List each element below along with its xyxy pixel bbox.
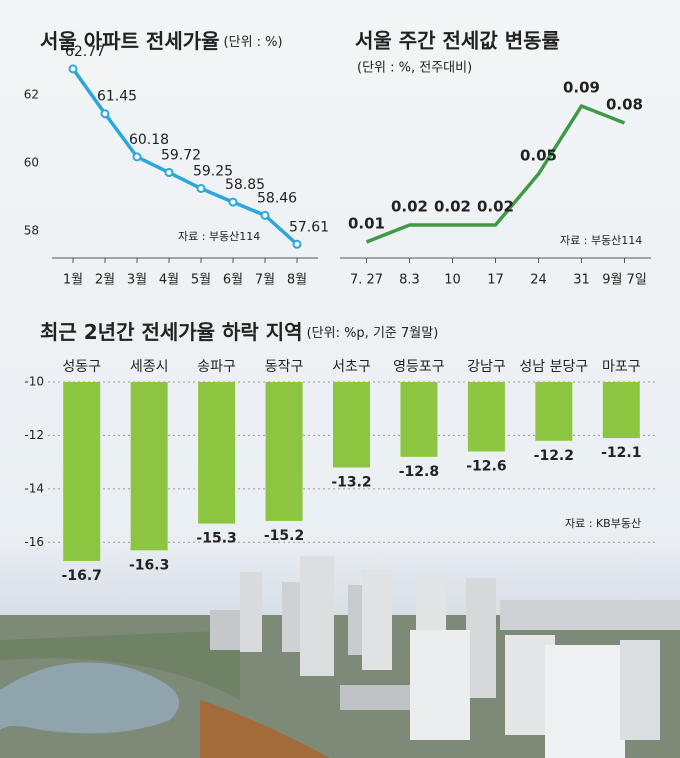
bar bbox=[602, 382, 640, 439]
value-label: 62.77 bbox=[65, 44, 105, 60]
x-tick-label: 동작구 bbox=[265, 359, 304, 375]
marker bbox=[228, 197, 238, 207]
y-tick-label: -10 bbox=[24, 375, 44, 389]
value-label: 0.09 bbox=[563, 79, 600, 97]
value-label: 57.61 bbox=[289, 219, 329, 235]
bar bbox=[467, 382, 505, 452]
bar bbox=[265, 382, 303, 521]
x-tick-label: 세종시 bbox=[130, 359, 169, 375]
line bbox=[71, 67, 299, 246]
marker bbox=[132, 152, 142, 162]
value-label: -12.1 bbox=[601, 445, 641, 461]
y-tick-label: -14 bbox=[24, 481, 44, 495]
value-label: -15.3 bbox=[196, 531, 236, 547]
subtitle: (단위 : %, 전주대비) bbox=[357, 61, 472, 76]
x-tick-label: 5월 bbox=[191, 273, 211, 288]
value-label: -13.2 bbox=[331, 474, 371, 490]
x-tick-label: 성남 분당구 bbox=[519, 359, 588, 375]
source: 자료 : 부동산114 bbox=[178, 230, 260, 243]
value-label: 59.25 bbox=[193, 164, 233, 180]
y-tick-label: 60 bbox=[24, 156, 39, 170]
x-tick-label: 7. 27 bbox=[350, 273, 383, 288]
x-tick-label: 3월 bbox=[127, 273, 147, 288]
bar bbox=[130, 382, 168, 551]
x-tick-label: 6월 bbox=[223, 273, 243, 288]
value-label: -12.8 bbox=[399, 464, 439, 480]
title-text: 서울 아파트 전세가율 bbox=[40, 29, 220, 53]
marker bbox=[260, 210, 270, 220]
x-tick-label: 31 bbox=[573, 273, 590, 288]
bar bbox=[535, 382, 573, 441]
x-tick-label: 영등포구 bbox=[393, 359, 445, 375]
source: 자료 : 부동산114 bbox=[560, 234, 642, 247]
value-label: 0.01 bbox=[348, 215, 385, 233]
value-label: -16.3 bbox=[129, 557, 169, 573]
value-label: -12.6 bbox=[466, 458, 506, 474]
chart-title: 서울 주간 전세값 변동률 bbox=[355, 29, 560, 53]
x-tick-label: 마포구 bbox=[602, 359, 641, 375]
y-tick-label: 62 bbox=[24, 88, 39, 102]
chart-title: 최근 2년간 전세가율 하락 지역 (단위: %p, 기준 7월말) bbox=[40, 320, 438, 344]
x-tick-label: 성동구 bbox=[62, 359, 101, 375]
marker bbox=[196, 184, 206, 193]
value-label: 58.46 bbox=[257, 190, 297, 206]
bar bbox=[63, 382, 101, 561]
x-tick-label: 24 bbox=[530, 273, 547, 288]
value-label: 0.02 bbox=[391, 198, 428, 216]
value-label: 0.08 bbox=[606, 96, 643, 114]
value-label: 61.45 bbox=[97, 89, 137, 105]
y-tick-label: -16 bbox=[24, 535, 44, 549]
x-tick-label: 서초구 bbox=[332, 359, 371, 375]
title-text: 최근 2년간 전세가율 하락 지역 bbox=[40, 320, 303, 344]
x-tick-label: 17 bbox=[487, 273, 504, 288]
x-tick-label: 10 bbox=[444, 273, 461, 288]
value-label: 0.02 bbox=[477, 198, 514, 216]
marker bbox=[292, 239, 302, 249]
value-label: -16.7 bbox=[62, 568, 102, 584]
y-tick-label: -12 bbox=[24, 428, 44, 442]
chart-title: 서울 아파트 전세가율 (단위 : %) bbox=[40, 29, 283, 53]
marker bbox=[68, 64, 78, 74]
value-label: 59.72 bbox=[161, 148, 201, 164]
x-tick-label: 1월 bbox=[63, 273, 83, 288]
line bbox=[365, 103, 626, 244]
bar bbox=[333, 382, 370, 468]
value-label: 60.18 bbox=[129, 132, 169, 148]
city-photo bbox=[0, 548, 680, 758]
value-label: -15.2 bbox=[264, 528, 304, 544]
x-tick-label: 4월 bbox=[159, 273, 179, 288]
value-label: 0.02 bbox=[434, 198, 471, 216]
bar bbox=[198, 382, 236, 524]
marker bbox=[100, 109, 110, 119]
x-tick-label: 2월 bbox=[95, 273, 115, 288]
marker bbox=[164, 168, 174, 178]
x-tick-label: 9월 7일 bbox=[602, 273, 647, 288]
y-tick-label: 58 bbox=[24, 224, 39, 238]
value-label: -12.2 bbox=[534, 448, 574, 464]
source: 자료 : KB부동산 bbox=[565, 517, 641, 530]
x-tick-label: 8.3 bbox=[399, 273, 420, 288]
x-tick-label: 8월 bbox=[287, 273, 307, 288]
x-tick-label: 강남구 bbox=[467, 359, 506, 375]
bar bbox=[400, 382, 438, 457]
value-label: 0.05 bbox=[520, 147, 557, 165]
subtitle: (단위 : %) bbox=[224, 35, 283, 50]
x-tick-label: 송파구 bbox=[197, 359, 236, 375]
x-tick-label: 7월 bbox=[255, 273, 275, 288]
value-label: 58.85 bbox=[225, 177, 265, 193]
subtitle: (단위: %p, 기준 7월말) bbox=[307, 326, 439, 341]
